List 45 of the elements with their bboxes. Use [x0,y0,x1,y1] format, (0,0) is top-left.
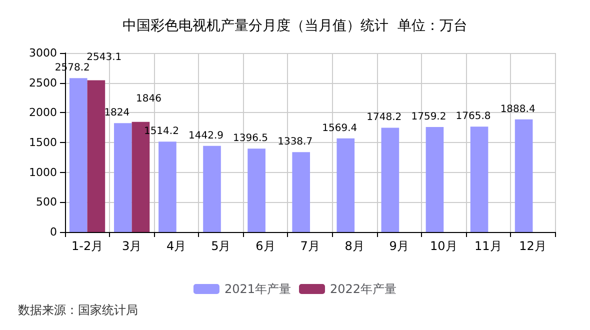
bar [158,142,176,232]
x-tick-label: 6月 [256,239,276,253]
source-note: 数据来源：国家统计局 [18,303,138,317]
x-tick-label: 12月 [519,239,546,253]
bar [470,126,488,232]
data-label: 1888.4 [500,104,536,115]
x-tick-label: 4月 [166,239,186,253]
bar [426,127,444,232]
data-label: 1824 [104,108,130,119]
bar [292,152,310,232]
x-tick-label: 9月 [389,239,409,253]
y-tick-label: 2000 [29,106,57,120]
data-label: 1338.7 [278,136,313,148]
x-tick-label: 8月 [344,239,364,253]
y-tick-label: 1000 [29,166,57,179]
y-tick-label: 500 [36,196,57,209]
data-label: 2543.1 [86,52,122,63]
bar [381,128,400,232]
x-tick-label: 5月 [211,239,231,253]
bar [514,119,533,232]
bar [69,78,88,232]
bar [248,148,266,232]
data-label: 1846 [136,93,162,104]
chart-title: 中国彩色电视机产量分月度（当月值）统计 单位：万台 [122,18,468,34]
legend-label: 2022年产量 [330,282,397,296]
x-tick-label: 7月 [300,239,320,253]
x-tick-label: 3月 [122,239,142,253]
x-tick-label: 1-2月 [71,239,104,253]
x-tick-label: 11月 [474,239,502,253]
data-label: 1569.4 [322,122,358,134]
data-label: 1765.8 [456,111,491,122]
y-tick-label: 2500 [29,76,57,90]
y-tick-label: 3000 [29,46,57,60]
bar [114,123,132,232]
legend-label: 2021年产量 [224,282,292,296]
bar [87,80,106,232]
data-label: 1748.2 [366,112,402,124]
x-tick-label: 10月 [430,239,458,253]
bar [336,138,355,232]
data-label: 1442.9 [188,130,224,142]
y-tick-label: 0 [50,226,57,238]
bar [203,146,221,232]
y-tick-label: 1500 [29,136,57,149]
data-label: 1759.2 [411,112,446,123]
data-label: 1396.5 [233,133,268,144]
